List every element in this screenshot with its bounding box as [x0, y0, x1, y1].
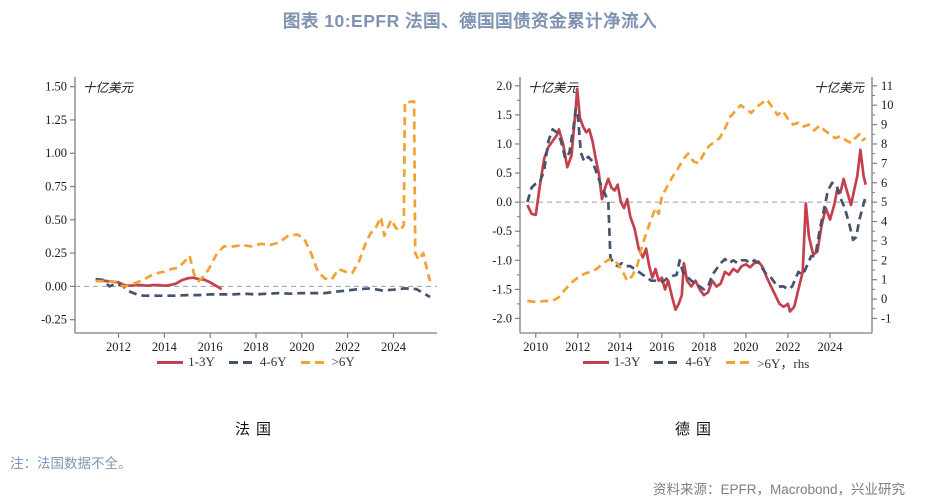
tick-label: 2 — [881, 253, 887, 267]
tick-label: 2016 — [649, 340, 674, 354]
tick-label: 1.5 — [496, 108, 512, 122]
tick-label: -0.25 — [41, 313, 67, 327]
tick-label: 1.00 — [45, 146, 67, 160]
tick-label: 1 — [881, 273, 887, 287]
unit-label-left: 十亿美元 — [83, 81, 135, 95]
france-legend: 1-3Y 4-6Y >6Y — [75, 352, 437, 372]
tick-label: 11 — [881, 79, 893, 93]
tick-label: 6 — [881, 176, 887, 190]
series-line-blue — [526, 107, 868, 291]
legend-item: 1-3Y — [582, 354, 641, 370]
tick-label: 2010 — [523, 340, 548, 354]
legend-label: 4-6Y — [685, 354, 713, 369]
tick-label: 2018 — [691, 340, 716, 354]
legend-item: 4-6Y — [228, 354, 287, 370]
tick-label: 2024 — [381, 340, 407, 354]
tick-label: -0.5 — [492, 224, 512, 238]
legend-swatch-yellow — [300, 360, 327, 364]
legend-swatch-red — [582, 360, 609, 364]
tick-label: 3 — [881, 234, 887, 248]
tick-label: 2022 — [335, 340, 360, 354]
series-line-yellow — [95, 99, 432, 288]
tick-label: 2014 — [152, 340, 178, 354]
tick-label: 10 — [881, 98, 894, 112]
tick-label: 1.25 — [45, 113, 67, 127]
legend-label: >6Y — [331, 354, 355, 369]
tick-label: -2.0 — [492, 311, 512, 325]
tick-label: 0.0 — [496, 195, 512, 209]
france-caption: 法国 — [234, 422, 277, 438]
tick-label: 2014 — [607, 340, 633, 354]
tick-label: 2018 — [244, 340, 269, 354]
legend-label: 1-3Y — [613, 354, 641, 369]
legend-swatch-yellow — [726, 360, 753, 364]
tick-label: -1.5 — [492, 282, 512, 296]
legend-label: 4-6Y — [259, 354, 287, 369]
series-line-red — [526, 87, 868, 313]
tick-label: 2020 — [289, 340, 314, 354]
tick-label: 0.50 — [45, 213, 67, 227]
tick-label: 7 — [881, 156, 887, 170]
tick-label: 8 — [881, 137, 887, 151]
legend-item: 1-3Y — [157, 354, 215, 370]
unit-label-left: 十亿美元 — [528, 81, 580, 95]
legend-swatch-blue — [654, 360, 681, 364]
germany-caption: 德国 — [674, 422, 717, 438]
legend-item: 4-6Y — [654, 354, 712, 370]
legend-swatch-red — [157, 360, 184, 364]
germany-legend: 1-3Y 4-6Y >6Y，rhs — [520, 352, 872, 372]
tick-label: 2.0 — [496, 79, 512, 93]
legend-label: 1-3Y — [188, 354, 215, 369]
tick-label: 0.00 — [45, 279, 67, 293]
tick-label: 2020 — [733, 340, 758, 354]
tick-label: 9 — [881, 118, 887, 132]
tick-label: 2016 — [198, 340, 223, 354]
tick-label: 1.50 — [45, 80, 67, 94]
legend-item: >6Y，rhs — [726, 353, 809, 372]
tick-label: 2012 — [565, 340, 590, 354]
series-line-yellow — [527, 98, 867, 304]
tick-label: -1 — [881, 311, 891, 325]
tick-label: 2024 — [817, 340, 843, 354]
tick-label: 2012 — [106, 340, 131, 354]
tick-label: 0.75 — [45, 180, 67, 194]
series-line-blue — [95, 277, 431, 299]
legend-swatch-blue — [228, 360, 255, 364]
unit-label-right: 十亿美元 — [814, 81, 866, 95]
tick-label: 4 — [881, 215, 888, 229]
tick-label: -1.0 — [492, 253, 512, 267]
tick-label: 1.0 — [496, 137, 512, 151]
tick-label: 5 — [881, 195, 887, 209]
data-source: 资料来源：EPFR，Macrobond，兴业研究 — [652, 482, 905, 497]
legend-item: >6Y — [300, 354, 355, 370]
figure-title: 图表 10:EPFR 法国、德国国债资金累计净流入 — [282, 11, 658, 31]
tick-label: 0 — [881, 292, 887, 306]
tick-label: 2022 — [775, 340, 800, 354]
tick-label: 0.25 — [45, 246, 67, 260]
legend-label: >6Y，rhs — [757, 355, 810, 371]
footnote: 注：法国数据不全。 — [10, 456, 132, 471]
tick-label: 0.5 — [496, 166, 512, 180]
